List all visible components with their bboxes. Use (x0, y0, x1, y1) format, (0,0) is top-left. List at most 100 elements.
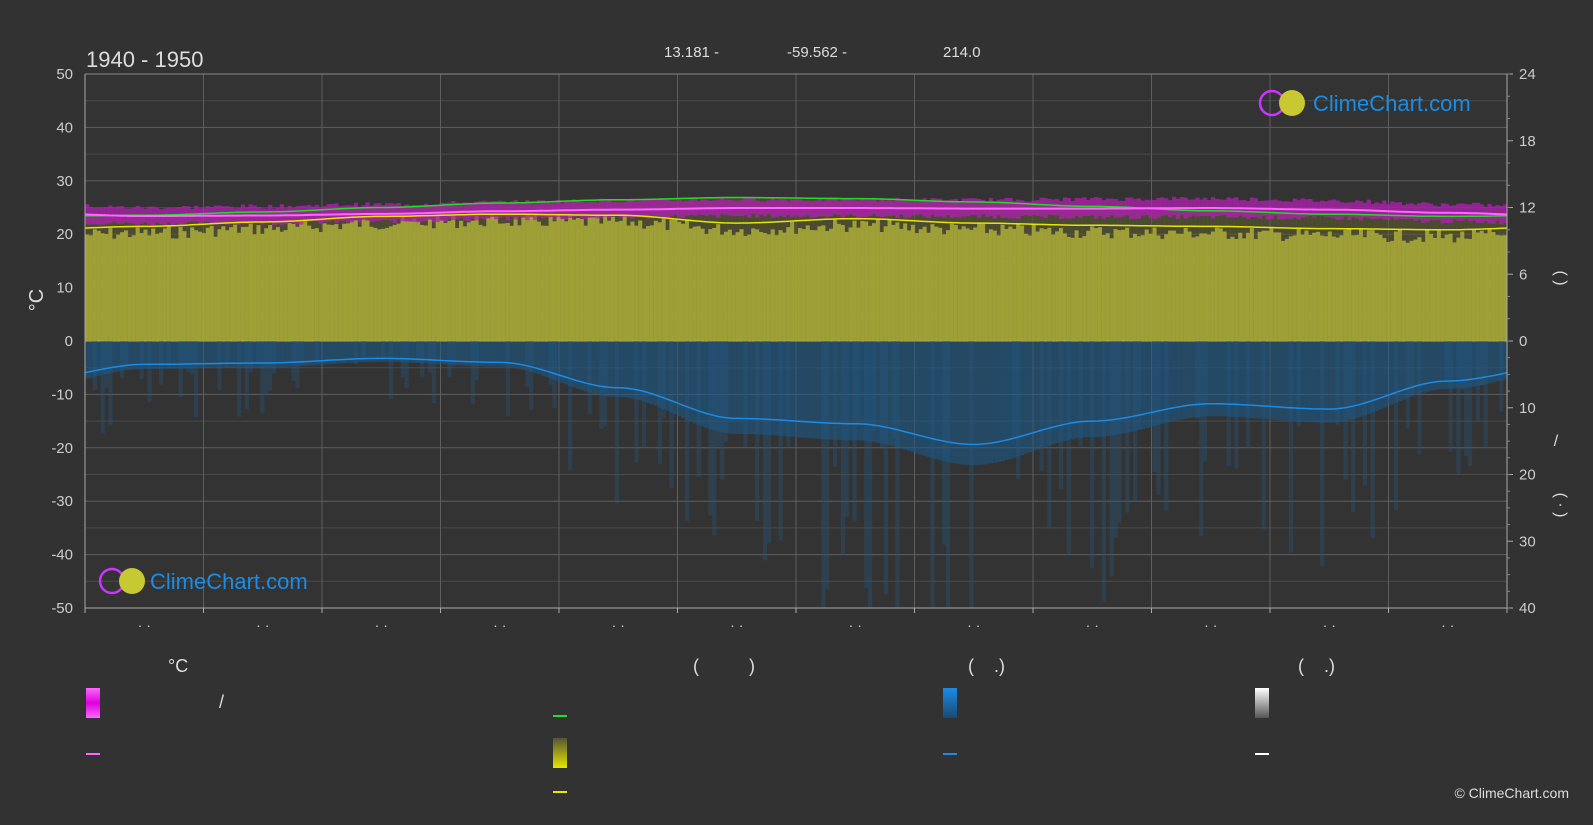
temp-range-bar (342, 205, 347, 221)
precip-bar (1366, 341, 1371, 415)
temp-range-bar (1390, 201, 1395, 218)
sunshine-bar (408, 220, 413, 341)
precip-bar (1362, 341, 1368, 486)
precip-bar (1129, 341, 1134, 432)
precip-bar (260, 341, 265, 368)
precip-bar (638, 341, 643, 401)
y-right-bottom-tick-label: 30 (1519, 533, 1536, 550)
sunshine-bar (1288, 236, 1294, 341)
sunshine-bar (571, 219, 577, 341)
precip-bar (1471, 341, 1477, 387)
sunshine-bar (1292, 235, 1297, 341)
precip-bar (244, 341, 249, 410)
precip-bar (938, 341, 943, 461)
precip-bar (856, 341, 861, 426)
precip-bar (1109, 341, 1114, 436)
sunshine-bar (1440, 238, 1445, 341)
sunshine-bar (700, 228, 705, 341)
sunshine-bar (794, 233, 799, 341)
sunshine-bar (182, 231, 187, 341)
precip-bar (451, 341, 456, 365)
precip-bar (731, 341, 736, 434)
precip-bar (696, 341, 701, 425)
sunshine-bar (1429, 233, 1434, 341)
precip-bar (533, 341, 538, 374)
sunshine-bar (907, 230, 912, 341)
precip-bar (1281, 341, 1286, 421)
sunshine-bar (984, 233, 990, 341)
sunshine-bar (1074, 230, 1079, 341)
precip-bar (1456, 341, 1461, 389)
precip-bar (599, 341, 604, 396)
precip-bar (1078, 341, 1083, 438)
precip-bar (166, 341, 172, 369)
sunshine-bar (178, 227, 183, 341)
sunshine-bar (895, 222, 900, 341)
temp-range-bar (996, 199, 1001, 216)
sunshine-bar (1238, 232, 1243, 341)
precip-bar (1097, 341, 1103, 437)
sunshine-bar (1253, 238, 1258, 341)
precip-bar (821, 341, 826, 608)
temp-range-bar (1281, 201, 1286, 220)
precip-bar (786, 341, 791, 437)
precip-bar (1144, 341, 1149, 428)
precip-bar (1456, 341, 1461, 474)
sunshine-bar (821, 225, 826, 341)
precip-bar (735, 341, 740, 434)
precip-bar (213, 341, 218, 368)
y-left-tick-label: -50 (51, 600, 73, 617)
precip-bar (357, 341, 362, 363)
y-right-bottom-tick-label: 20 (1519, 467, 1536, 484)
sunshine-bar (914, 233, 920, 341)
precip-bar (984, 341, 990, 465)
sunshine-bar (123, 230, 129, 341)
precip-bar (607, 341, 612, 397)
precip-bar (945, 341, 951, 608)
y-left-tick-label: -40 (51, 547, 73, 564)
precip-bar (1351, 341, 1356, 513)
precip-bar (871, 341, 877, 442)
sunshine-bar (1281, 240, 1286, 341)
temp-range-bar (829, 197, 834, 217)
sunshine-bar (560, 218, 565, 341)
precip-bar (307, 341, 312, 366)
sunshine-bar (303, 220, 308, 341)
temp-range-bar (957, 202, 962, 218)
sunshine-bar (318, 232, 323, 341)
precip-bar (1405, 341, 1410, 399)
sunshine-bar (544, 225, 549, 341)
sunshine-bar (455, 228, 460, 341)
sunshine-bar (723, 231, 729, 341)
sunshine-bar (681, 223, 686, 341)
sunshine-bar (517, 225, 522, 341)
precip-bar (396, 341, 401, 363)
legend-sunshine-line (553, 791, 567, 793)
sunshine-bar (774, 235, 779, 341)
sunshine-bar (1261, 230, 1266, 341)
temp-range-bar (1152, 199, 1157, 220)
sunshine-bar (470, 220, 475, 341)
precip-bar (400, 341, 405, 363)
precip-bar (1288, 341, 1294, 422)
precip-bar (248, 341, 253, 368)
sunshine-bar (891, 224, 896, 341)
sunshine-bar (708, 229, 713, 341)
precip-bar (661, 341, 666, 410)
x-tick-label: · · (138, 617, 151, 633)
sunshine-bar (657, 222, 662, 341)
sunshine-bar (1168, 230, 1173, 341)
sunshine-bar (217, 229, 222, 341)
sunshine-bar (357, 226, 362, 341)
precip-bar (1203, 341, 1208, 417)
x-tick-label: · · (375, 617, 388, 633)
sunshine-bar (716, 224, 721, 341)
temp-range-bar (1347, 202, 1352, 221)
precip-bar (205, 341, 210, 369)
sunshine-bar (727, 229, 733, 341)
precip-bar (809, 341, 814, 439)
temp-range-bar (833, 197, 838, 215)
precip-bar (1203, 341, 1208, 462)
precip-bar (1020, 341, 1025, 456)
precip-bar (1074, 341, 1079, 439)
